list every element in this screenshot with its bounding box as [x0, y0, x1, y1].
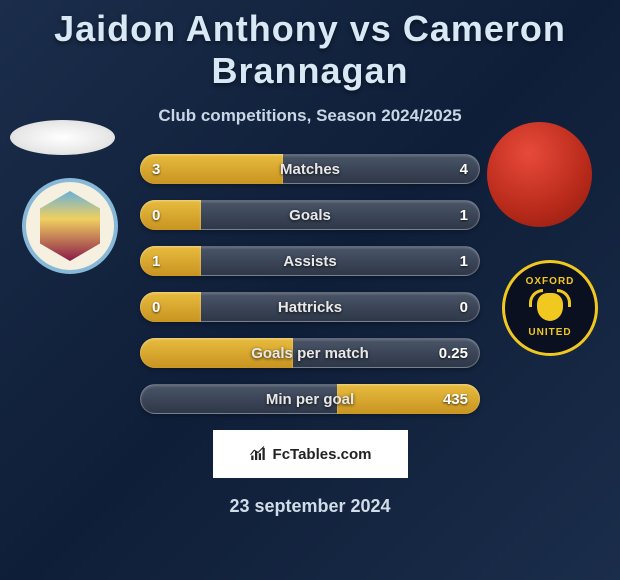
stat-row: 34Matches [140, 154, 480, 184]
stat-label: Goals [140, 200, 480, 230]
footer-brand-box: FcTables.com [213, 430, 408, 478]
stat-row: 435Min per goal [140, 384, 480, 414]
stat-label: Goals per match [140, 338, 480, 368]
stat-label: Hattricks [140, 292, 480, 322]
stat-row: 0.25Goals per match [140, 338, 480, 368]
stat-label: Min per goal [140, 384, 480, 414]
player-left-avatar [10, 120, 115, 155]
stat-row: 01Goals [140, 200, 480, 230]
chart-icon [249, 445, 267, 463]
stat-label: Assists [140, 246, 480, 276]
page-title: Jaidon Anthony vs Cameron Brannagan [0, 0, 620, 92]
stat-row: 11Assists [140, 246, 480, 276]
stat-row: 00Hattricks [140, 292, 480, 322]
stats-container: 34Matches 01Goals 11Assists 00Hattricks 0.25… [0, 154, 620, 414]
footer-brand-text: FcTables.com [273, 446, 372, 463]
date-text: 23 september 2024 [0, 496, 620, 517]
stat-label: Matches [140, 154, 480, 184]
